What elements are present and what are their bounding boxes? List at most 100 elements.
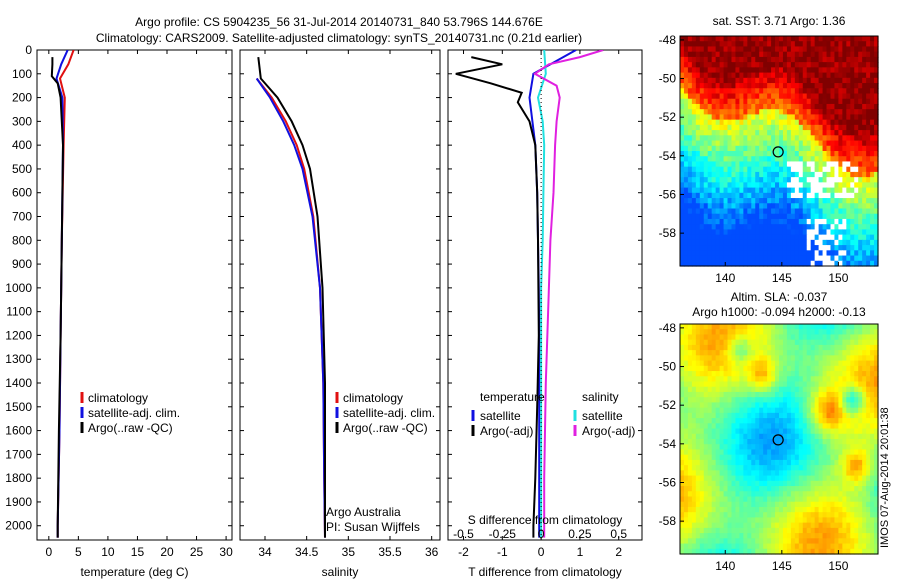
- map-cell: [862, 198, 867, 204]
- map-cell: [767, 171, 772, 178]
- map-cell: [687, 72, 693, 79]
- map-cell: [798, 418, 804, 424]
- map-cell: [802, 198, 808, 204]
- map-cell: [874, 459, 879, 466]
- map-cell: [687, 177, 693, 183]
- map-cell: [874, 433, 879, 440]
- map-cell: [763, 350, 768, 356]
- map-cell: [782, 151, 788, 157]
- map-cell: [822, 56, 828, 63]
- map-cell: [755, 407, 760, 414]
- map-cell: [759, 439, 764, 445]
- map-cell: [818, 350, 824, 356]
- map-cell: [779, 62, 784, 68]
- map-cell: [771, 62, 776, 68]
- map-cell: [687, 433, 693, 440]
- map-cell: [850, 218, 855, 225]
- map-cell: [775, 412, 780, 419]
- map-cell: [862, 371, 867, 377]
- map-cell: [703, 208, 709, 215]
- map-cell: [711, 324, 717, 330]
- map-cell: [874, 177, 879, 183]
- map-cell: [814, 527, 820, 534]
- map-cell: [846, 397, 851, 404]
- map-cell: [767, 182, 772, 189]
- map-cell: [810, 360, 816, 367]
- map-cell: [723, 428, 729, 435]
- map-cell: [751, 324, 756, 330]
- map-cell: [874, 161, 879, 168]
- map-cell: [759, 517, 764, 524]
- map-cell: [822, 418, 828, 424]
- map-cell: [826, 56, 832, 63]
- map-cell: [842, 423, 847, 430]
- map-cell: [830, 444, 836, 451]
- map-cell: [798, 496, 804, 503]
- map-cell: [727, 433, 733, 440]
- map-cell: [731, 77, 737, 84]
- map-cell: [810, 46, 816, 53]
- map-cell: [683, 103, 689, 110]
- map-cell: [779, 454, 784, 461]
- map-cell: [826, 454, 832, 461]
- map-cell: [755, 449, 760, 456]
- map-cell: [680, 250, 685, 257]
- map-cell: [782, 124, 788, 131]
- map-cell: [715, 381, 721, 388]
- map-cell: [838, 381, 843, 388]
- map-cell: [810, 465, 816, 471]
- map-cell: [802, 334, 808, 341]
- map-cell: [739, 334, 744, 341]
- map-cell: [767, 36, 772, 42]
- map-cell: [703, 533, 709, 539]
- map-cell: [854, 339, 859, 346]
- map-cell: [699, 449, 705, 456]
- map-cell: [719, 350, 725, 356]
- map-cell: [830, 166, 836, 173]
- map-cell: [786, 109, 792, 116]
- map-cell: [786, 423, 792, 430]
- map-cell: [739, 124, 744, 131]
- map-cell: [874, 517, 879, 524]
- map-cell: [798, 56, 804, 63]
- map-cell: [874, 36, 879, 42]
- map-cell: [731, 83, 737, 89]
- map-cell: [874, 198, 879, 204]
- map-cell: [743, 538, 748, 545]
- map-cell: [854, 386, 859, 393]
- map-cell: [747, 522, 752, 529]
- map-cell: [723, 412, 729, 419]
- map-cell: [846, 124, 851, 131]
- map-cell: [751, 501, 756, 508]
- map-cell: [707, 433, 713, 440]
- map-cell: [759, 203, 764, 210]
- map-cell: [838, 114, 843, 121]
- map-cell: [826, 166, 832, 173]
- map-cell: [794, 130, 800, 136]
- map-cell: [763, 135, 768, 142]
- map-cell: [703, 161, 709, 168]
- map-cell: [834, 324, 839, 330]
- series-line-argo-raw-qc-: [257, 56, 326, 538]
- map-cell: [806, 255, 812, 262]
- map-cell: [854, 67, 859, 74]
- map-cell: [699, 486, 705, 492]
- map-cell: [731, 192, 737, 199]
- map-cell: [723, 72, 729, 79]
- map-cell: [786, 224, 792, 231]
- map-cell: [814, 255, 820, 262]
- map-cell: [874, 486, 879, 492]
- map-cell: [866, 512, 871, 519]
- map-cell: [786, 475, 792, 482]
- map-cell: [790, 229, 796, 236]
- map-cell: [759, 350, 764, 356]
- map-cell: [794, 444, 800, 451]
- map-cell: [719, 454, 725, 461]
- map-cell: [838, 130, 843, 136]
- map-cell: [711, 412, 717, 419]
- map-cell: [727, 496, 733, 503]
- map-cell: [735, 72, 740, 79]
- map-cell: [767, 83, 772, 89]
- map-cell: [830, 218, 836, 225]
- map-cell: [707, 512, 713, 519]
